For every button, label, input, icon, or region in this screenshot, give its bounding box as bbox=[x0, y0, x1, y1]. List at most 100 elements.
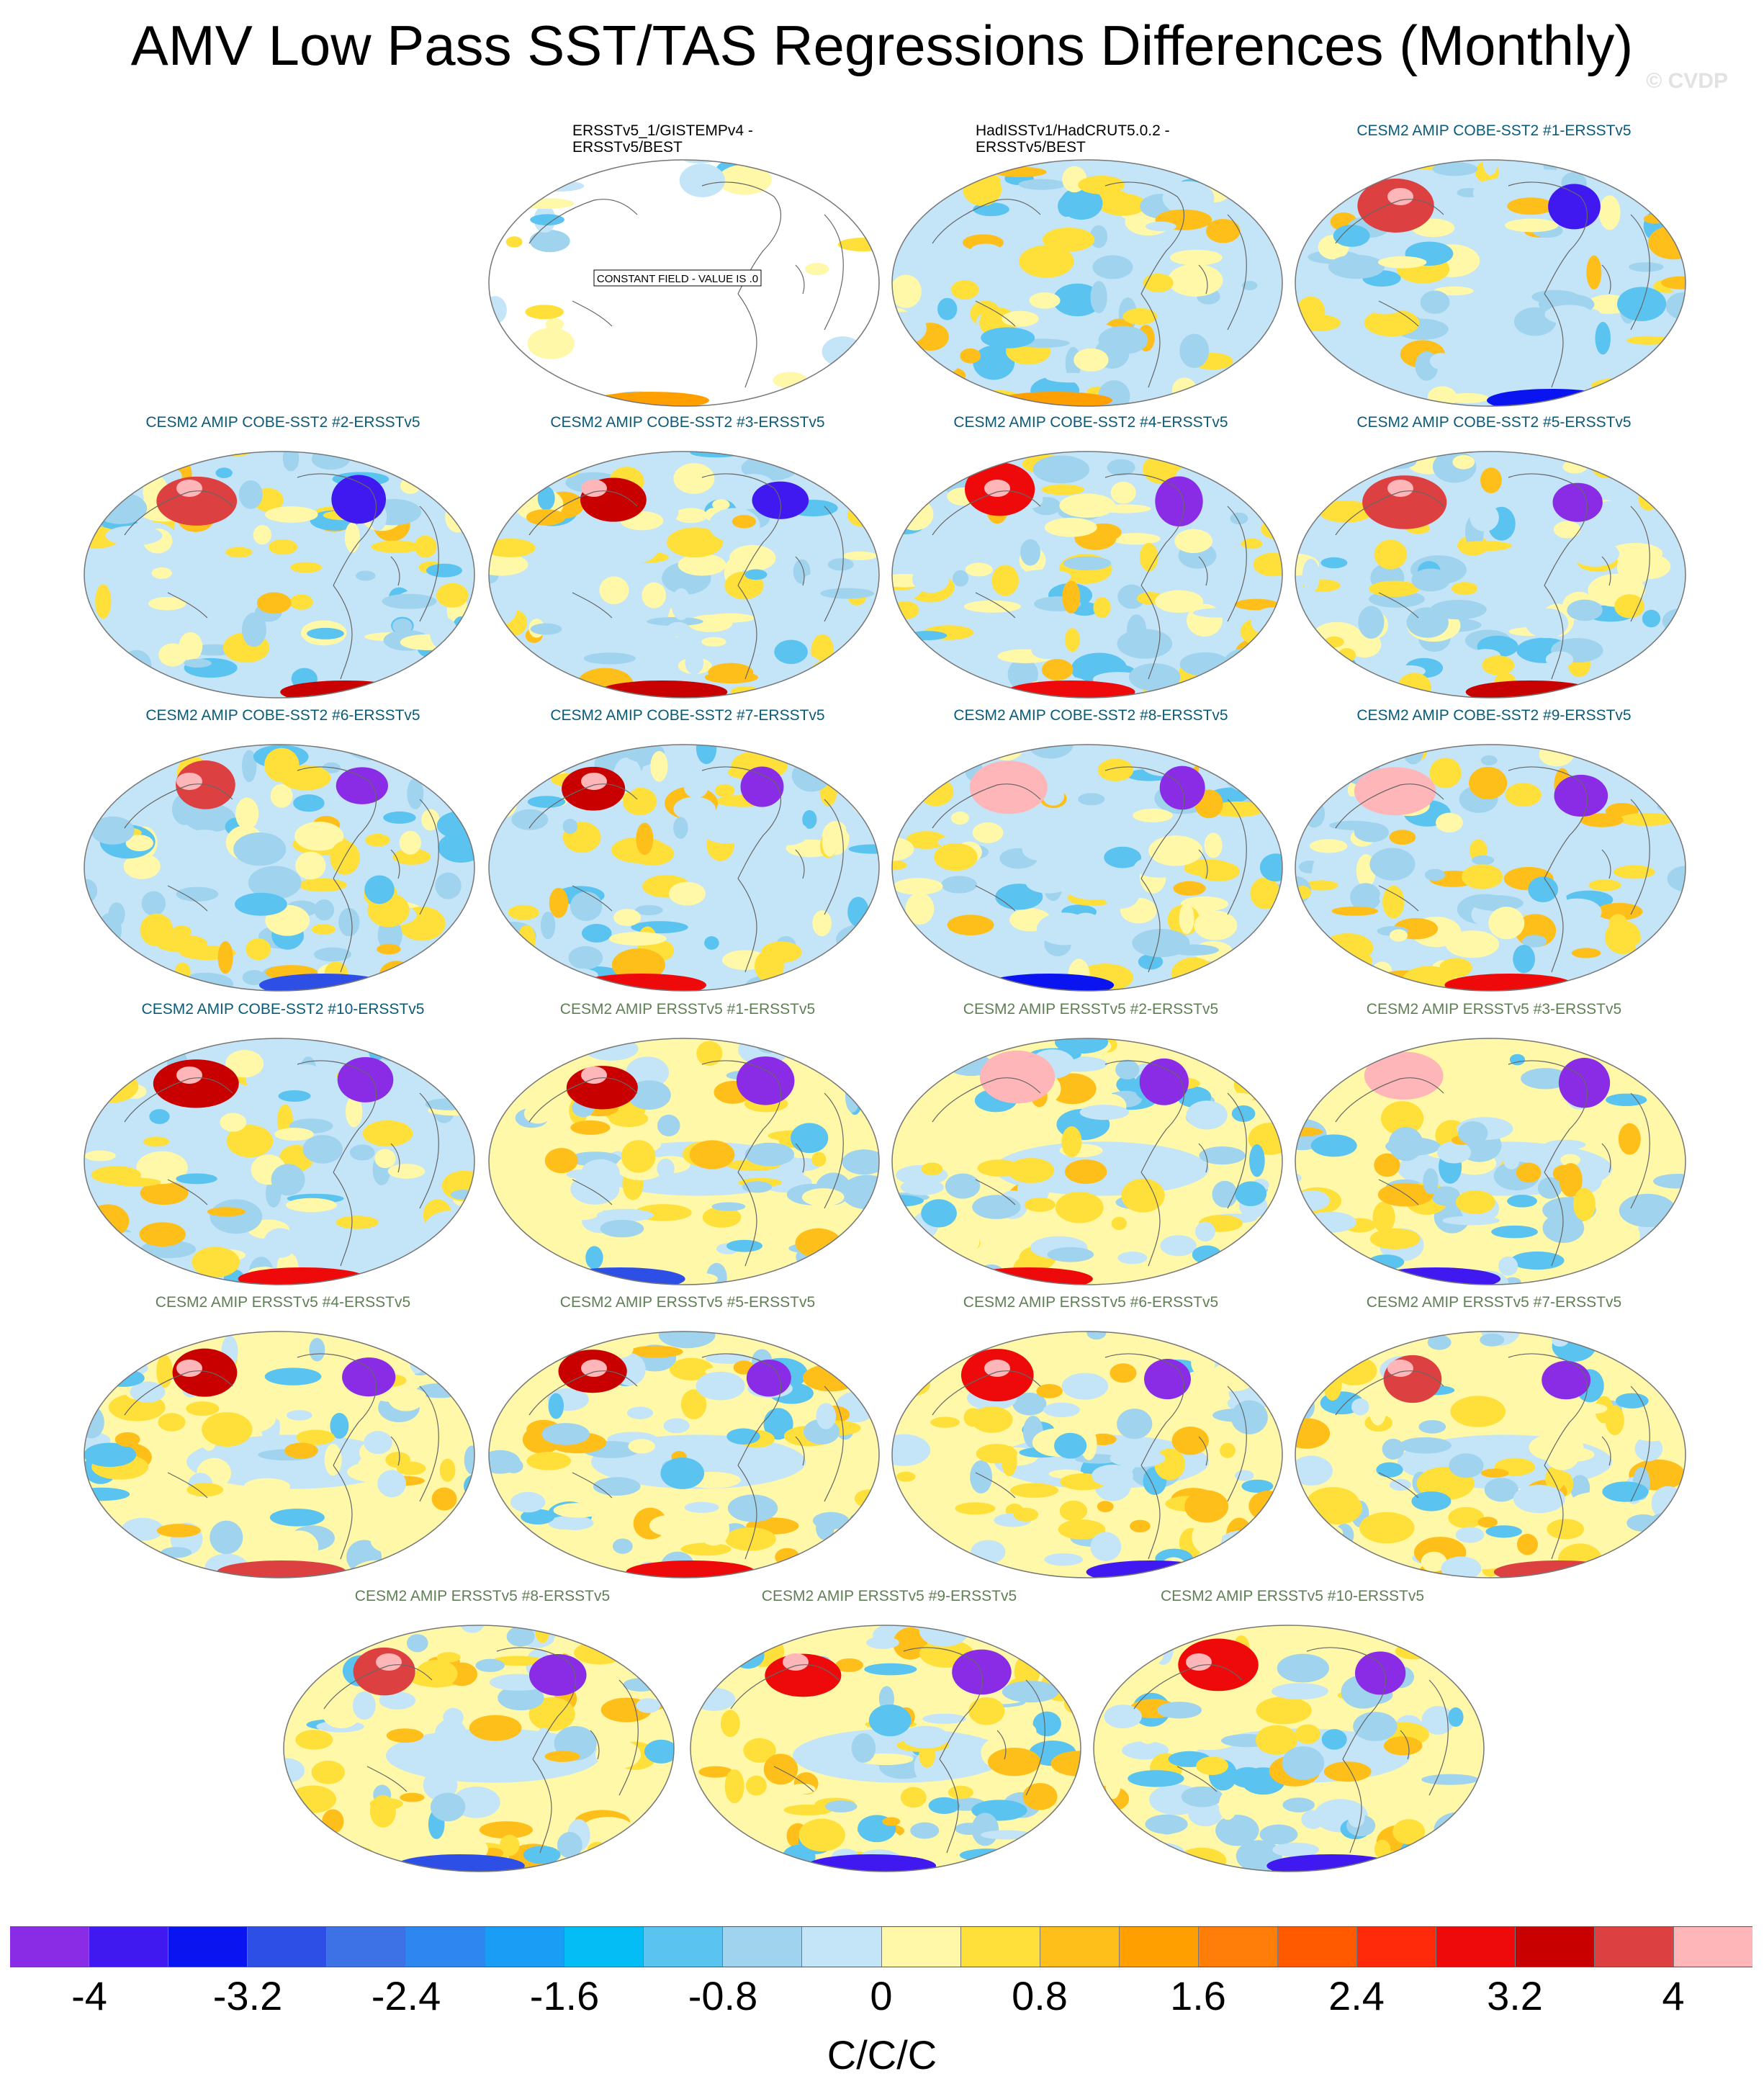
anomaly-blob bbox=[1439, 1665, 1484, 1675]
anomaly-blob bbox=[768, 820, 809, 845]
anomaly-blob bbox=[1055, 1191, 1104, 1223]
anomaly-blob bbox=[540, 973, 572, 991]
anomaly-blob bbox=[583, 1038, 639, 1061]
colorbar-box bbox=[168, 1927, 248, 1967]
coastline bbox=[297, 1353, 377, 1466]
anomaly-blob bbox=[409, 1349, 425, 1374]
anomaly-blob bbox=[892, 1043, 899, 1054]
coastline bbox=[975, 300, 1016, 327]
anomaly-blob bbox=[1558, 1058, 1611, 1108]
anomaly-blob bbox=[892, 1558, 933, 1578]
anomaly-blob bbox=[1554, 774, 1608, 817]
anomaly-blob bbox=[701, 637, 726, 647]
anomaly-blob bbox=[612, 1538, 633, 1554]
anomaly-blob bbox=[955, 1502, 996, 1515]
panel-title: CESM2 AMIP ERSSTv5 #7-ERSSTv5 bbox=[1366, 1294, 1622, 1311]
anomaly-blob bbox=[526, 1452, 572, 1470]
anomaly-blob bbox=[1121, 1178, 1165, 1213]
anomaly-blob bbox=[742, 1181, 773, 1193]
map-background bbox=[84, 452, 474, 698]
anomaly-blob bbox=[1594, 967, 1647, 991]
anomaly-blob bbox=[842, 871, 879, 886]
anomaly-blob bbox=[84, 774, 126, 785]
anomaly-blob bbox=[515, 974, 536, 991]
anomaly-blob bbox=[1580, 813, 1624, 827]
anomaly-blob bbox=[1521, 935, 1547, 948]
anomaly-blob bbox=[726, 1428, 760, 1445]
anomaly-blob bbox=[892, 979, 923, 991]
anomaly-blob bbox=[928, 1797, 960, 1815]
anomaly-blob bbox=[141, 891, 166, 916]
anomaly-blob bbox=[786, 1273, 826, 1285]
anomaly-blob bbox=[176, 773, 202, 790]
anomaly-blob bbox=[971, 1406, 1013, 1433]
anomaly-blob bbox=[1043, 1402, 1080, 1418]
anomaly-blob bbox=[744, 1142, 795, 1167]
anomaly-blob bbox=[820, 588, 874, 599]
anomaly-blob bbox=[1044, 1633, 1081, 1659]
anomaly-blob bbox=[506, 1410, 526, 1432]
anomaly-blob bbox=[96, 1258, 129, 1274]
anomaly-blob bbox=[911, 464, 945, 487]
anomaly-blob bbox=[842, 1149, 879, 1175]
coastline bbox=[795, 264, 805, 295]
anomaly-blob bbox=[795, 1228, 842, 1258]
anomaly-blob bbox=[284, 1442, 318, 1459]
anomaly-blob bbox=[1078, 793, 1105, 806]
anomaly-blob bbox=[804, 966, 821, 977]
coastline bbox=[939, 1759, 959, 1854]
anomaly-blob bbox=[352, 1691, 376, 1720]
anomaly-blob bbox=[840, 745, 873, 763]
anomaly-blob bbox=[1406, 607, 1449, 638]
anomaly-blob bbox=[847, 503, 879, 528]
anomaly-blob bbox=[1295, 649, 1310, 665]
anomaly-blob bbox=[732, 515, 757, 529]
anomaly-blob bbox=[663, 1418, 690, 1434]
anomaly-blob bbox=[1381, 160, 1397, 173]
anomaly-blob bbox=[1387, 480, 1413, 497]
anomaly-blob bbox=[1544, 1139, 1586, 1150]
anomaly-blob bbox=[176, 1173, 217, 1185]
anomaly-blob bbox=[1421, 1774, 1479, 1785]
map-panel: CESM2 AMIP COBE-SST2 #3-ERSSTv5 bbox=[486, 414, 889, 702]
anomaly-blob bbox=[805, 263, 829, 276]
anomaly-blob bbox=[647, 616, 703, 626]
coastline bbox=[824, 799, 844, 915]
map-panel: CESM2 AMIP ERSSTv5 #10-ERSSTv5 bbox=[1091, 1588, 1494, 1876]
anomaly-blob bbox=[1277, 1653, 1329, 1683]
anomaly-blob bbox=[449, 1217, 474, 1227]
anomaly-blob bbox=[1198, 377, 1254, 406]
anomaly-blob bbox=[1320, 557, 1348, 569]
anomaly-blob bbox=[1340, 476, 1355, 488]
anomaly-blob bbox=[786, 1038, 813, 1056]
anomaly-blob bbox=[726, 1239, 762, 1252]
anomaly-blob bbox=[1231, 1105, 1256, 1123]
anomaly-blob bbox=[361, 983, 391, 991]
anomaly-blob bbox=[269, 1508, 325, 1527]
anomaly-blob bbox=[1304, 1211, 1356, 1233]
anomaly-blob bbox=[1544, 305, 1593, 325]
anomaly-blob bbox=[811, 1151, 827, 1167]
anomaly-blob bbox=[1614, 594, 1645, 619]
anomaly-blob bbox=[1115, 1059, 1140, 1080]
anomaly-blob bbox=[1126, 614, 1147, 646]
anomaly-blob bbox=[1271, 1683, 1328, 1700]
anomaly-blob bbox=[1282, 1746, 1325, 1780]
coastline bbox=[572, 885, 613, 912]
map-projection bbox=[84, 744, 475, 992]
coastline bbox=[1335, 1077, 1444, 1123]
anomaly-blob bbox=[1418, 1625, 1449, 1636]
anomaly-blob bbox=[696, 1371, 745, 1401]
anomaly-blob bbox=[382, 593, 437, 609]
anomaly-blob bbox=[1606, 1093, 1647, 1106]
anomaly-blob bbox=[1199, 452, 1236, 470]
map-projection bbox=[891, 1331, 1283, 1578]
anomaly-blob bbox=[1667, 866, 1686, 892]
anomaly-blob bbox=[947, 1230, 980, 1254]
anomaly-blob bbox=[711, 1202, 746, 1211]
anomaly-blob bbox=[1367, 1625, 1385, 1634]
anomaly-blob bbox=[364, 875, 395, 904]
anomaly-blob bbox=[1465, 681, 1596, 698]
anomaly-blob bbox=[1356, 1865, 1414, 1872]
anomaly-blob bbox=[1316, 368, 1351, 395]
